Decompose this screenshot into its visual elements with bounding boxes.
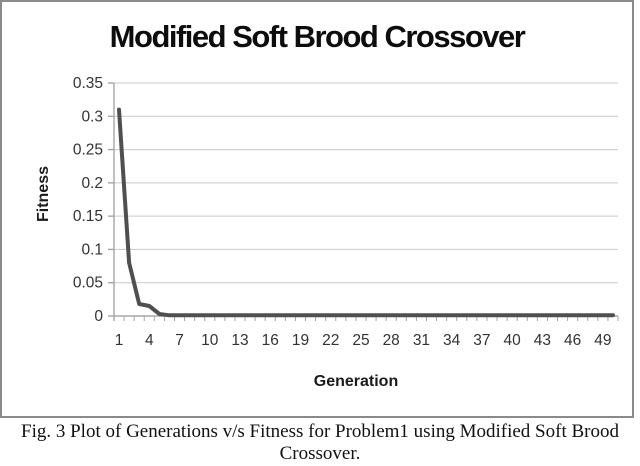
x-tick-label: 49 <box>594 332 611 349</box>
y-tick-label: 0.25 <box>73 142 103 159</box>
x-tick-label: 10 <box>201 332 219 349</box>
x-tick-label: 22 <box>322 332 339 349</box>
y-tick-label: 0.3 <box>81 108 103 125</box>
x-tick-label: 1 <box>115 332 124 349</box>
figure-caption: Fig. 3 Plot of Generations v/s Fitness f… <box>0 421 640 465</box>
x-tick-label: 16 <box>262 332 279 349</box>
x-tick-label: 43 <box>534 332 551 349</box>
y-tick-label: 0 <box>94 308 103 325</box>
x-tick-label: 13 <box>231 332 248 349</box>
y-tick-label: 0.35 <box>73 75 103 92</box>
y-axis-title: Fitness <box>35 165 52 223</box>
caption-line-2: Crossover. <box>279 443 361 464</box>
x-tick-label: 19 <box>292 332 309 349</box>
caption-line-1: Fig. 3 Plot of Generations v/s Fitness f… <box>21 421 619 442</box>
x-tick-label: 31 <box>413 332 430 349</box>
y-tick-label: 0.15 <box>73 208 103 225</box>
x-tick-label: 4 <box>145 332 154 349</box>
chart-title: Modified Soft Brood Crossover <box>109 19 526 54</box>
x-tick-label: 34 <box>443 332 461 349</box>
x-tick-label: 40 <box>504 332 522 349</box>
x-axis-title: Generation <box>313 373 399 390</box>
chart-frame <box>0 0 634 418</box>
y-tick-label: 0.2 <box>81 175 103 192</box>
y-tick-label: 0.05 <box>73 275 103 292</box>
y-tick-label: 0.1 <box>81 241 103 258</box>
x-tick-label: 28 <box>383 332 400 349</box>
x-tick-label: 25 <box>352 332 369 349</box>
x-tick-label: 37 <box>473 332 490 349</box>
x-tick-label: 7 <box>175 332 184 349</box>
chart-canvas: 0 0.05 0.1 0.15 0.2 0.25 0.3 0.35 1 4 7 10 13 16 19 22 2… <box>73 75 619 349</box>
x-tick-label: 46 <box>564 332 581 349</box>
series-line <box>117 107 615 318</box>
